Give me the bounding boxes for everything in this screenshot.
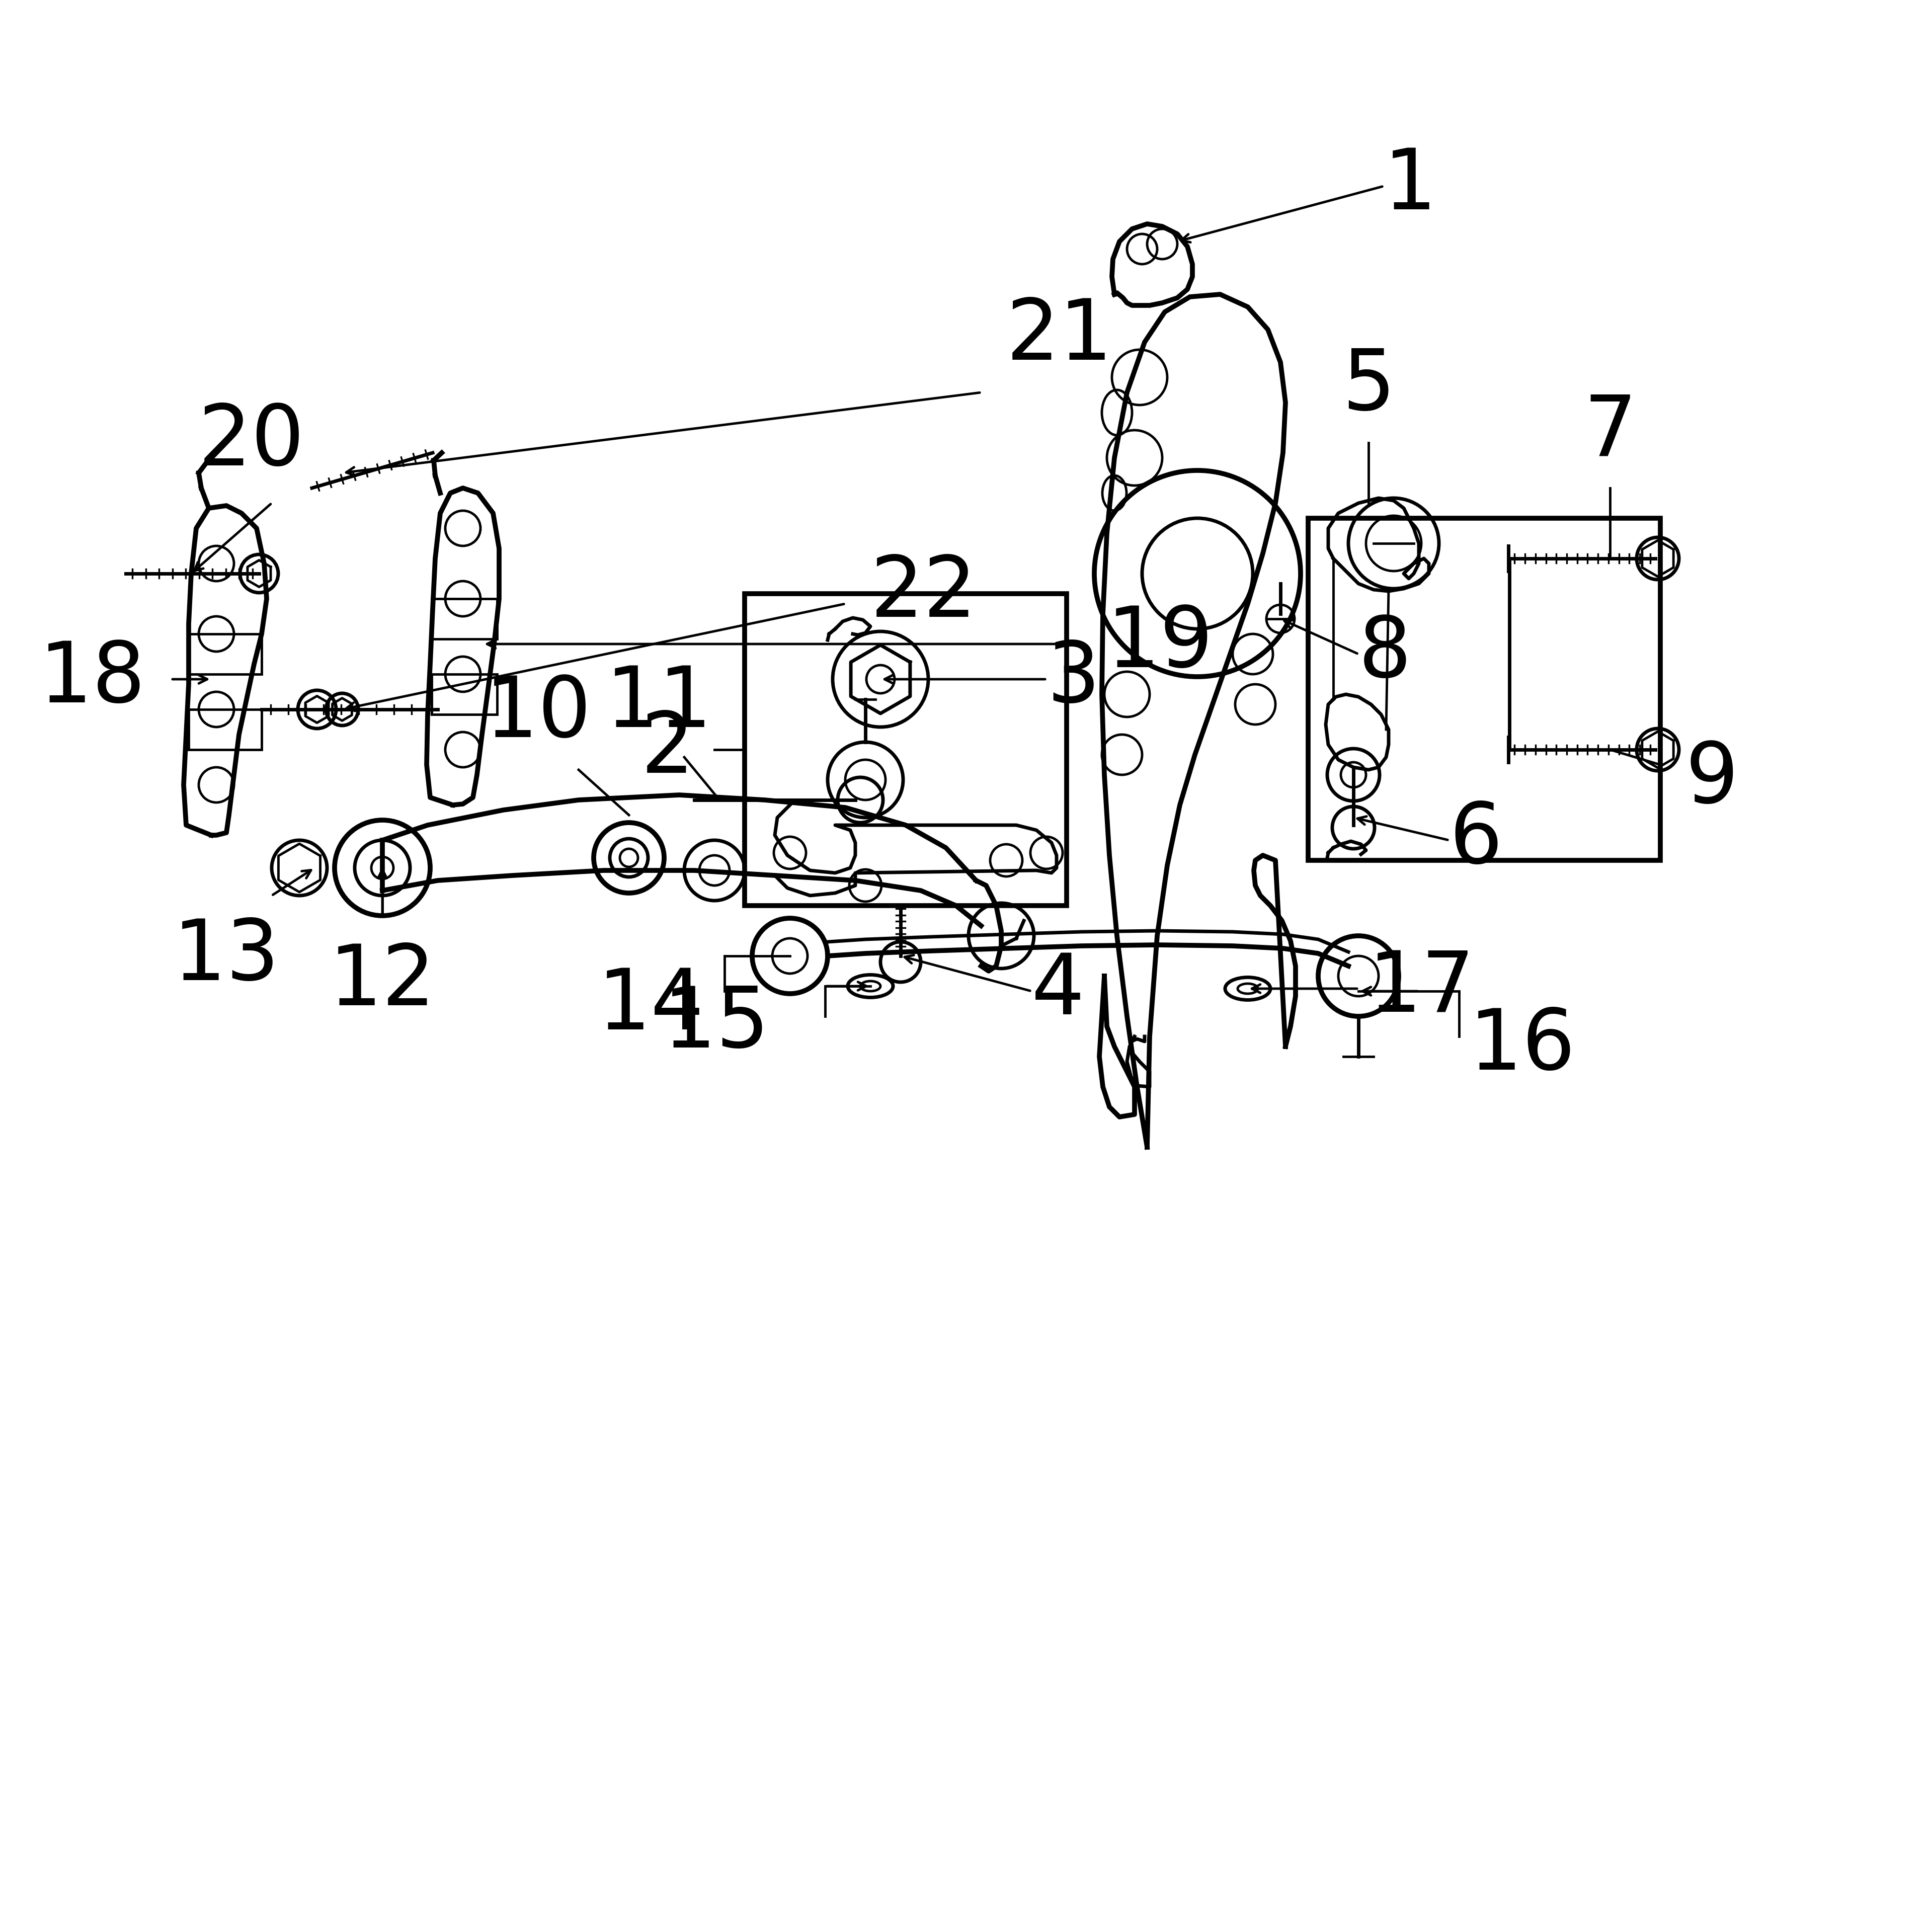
Text: 9: 9 (1685, 738, 1739, 821)
Text: 4: 4 (1032, 951, 1084, 1032)
Text: 17: 17 (1368, 947, 1476, 1030)
Text: 14: 14 (597, 966, 705, 1047)
Text: 16: 16 (1468, 1005, 1577, 1088)
Text: 2: 2 (641, 709, 694, 790)
Text: 6: 6 (1449, 800, 1503, 881)
Text: 22: 22 (871, 553, 978, 636)
Text: 20: 20 (199, 402, 305, 483)
Text: 13: 13 (174, 916, 280, 997)
Bar (744, 593, 1066, 906)
Bar (189, 634, 261, 674)
Text: 18: 18 (39, 638, 147, 721)
Text: 8: 8 (1358, 612, 1412, 696)
Text: 7: 7 (1584, 390, 1636, 473)
Text: 1: 1 (1383, 145, 1437, 228)
Text: 10: 10 (485, 672, 591, 755)
Text: 12: 12 (328, 941, 437, 1022)
Text: 19: 19 (1107, 603, 1213, 686)
Bar (1308, 518, 1660, 860)
Text: 5: 5 (1343, 346, 1395, 427)
Text: 15: 15 (663, 983, 769, 1065)
Text: 21: 21 (1007, 296, 1113, 377)
Text: 11: 11 (607, 663, 713, 744)
Bar (431, 674, 497, 715)
Text: 3: 3 (1047, 638, 1099, 721)
Bar (189, 709, 261, 750)
Bar (431, 599, 497, 639)
